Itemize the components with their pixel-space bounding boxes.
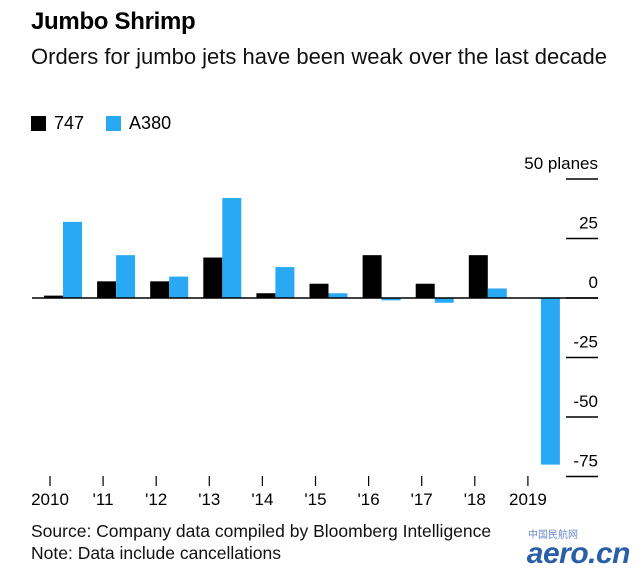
legend-label-747: 747	[54, 113, 85, 133]
legend-swatch-a380	[106, 116, 122, 131]
x-tick-label: '18	[464, 490, 486, 509]
bar-747	[203, 257, 223, 298]
legend: 747 A380	[31, 113, 193, 134]
bar-a380	[275, 267, 295, 298]
x-tick-label: '11	[93, 490, 114, 509]
x-tick-label: '12	[145, 490, 167, 509]
bar-747	[309, 283, 329, 298]
bar-747	[415, 283, 435, 298]
bar-a380	[116, 255, 136, 298]
bar-a380	[328, 293, 348, 298]
y-tick-label: -25	[573, 333, 598, 352]
bar-747	[256, 293, 276, 298]
legend-label-a380: A380	[129, 113, 172, 133]
data-note: Note: Data include cancellations	[31, 543, 282, 563]
watermark-subtext: 中国民航网	[528, 530, 578, 541]
bar-a380	[434, 298, 454, 303]
y-tick-label: 50 planes	[524, 154, 598, 173]
chart-title: Jumbo Shrimp	[31, 8, 196, 35]
bar-747	[97, 281, 117, 298]
bar-a380	[540, 298, 560, 465]
bar-747	[362, 255, 382, 298]
footer: Source: Company data compiled by Bloombe…	[31, 520, 491, 564]
legend-item-a380: A380	[106, 113, 171, 134]
legend-item-747: 747	[31, 113, 84, 134]
x-tick-label: 2019	[509, 490, 547, 509]
legend-swatch-747	[31, 116, 46, 131]
x-tick-label: '13	[198, 490, 220, 509]
bar-a380	[487, 288, 507, 298]
source-note: Source: Company data compiled by Bloombe…	[31, 521, 492, 541]
bar-747	[150, 281, 170, 298]
x-tick-label: '15	[304, 490, 326, 509]
y-tick-label: 25	[579, 214, 598, 233]
watermark-logo: aero.cn	[526, 537, 631, 570]
x-tick-label: 2010	[31, 490, 69, 509]
x-tick-label: '14	[251, 490, 273, 509]
x-tick-label: '17	[411, 490, 433, 509]
y-tick-label: -50	[573, 392, 598, 411]
bar-a380	[63, 221, 82, 298]
bar-747	[468, 255, 488, 298]
chart-subtitle: Orders for jumbo jets have been weak ove…	[31, 44, 607, 69]
bar-a380	[381, 298, 401, 301]
y-tick-label: 0	[589, 273, 598, 292]
bar-a380	[222, 198, 242, 298]
x-tick-label: '16	[358, 490, 380, 509]
y-tick-label: -75	[573, 452, 598, 471]
bar-a380	[169, 276, 189, 298]
bar-747	[44, 295, 63, 298]
